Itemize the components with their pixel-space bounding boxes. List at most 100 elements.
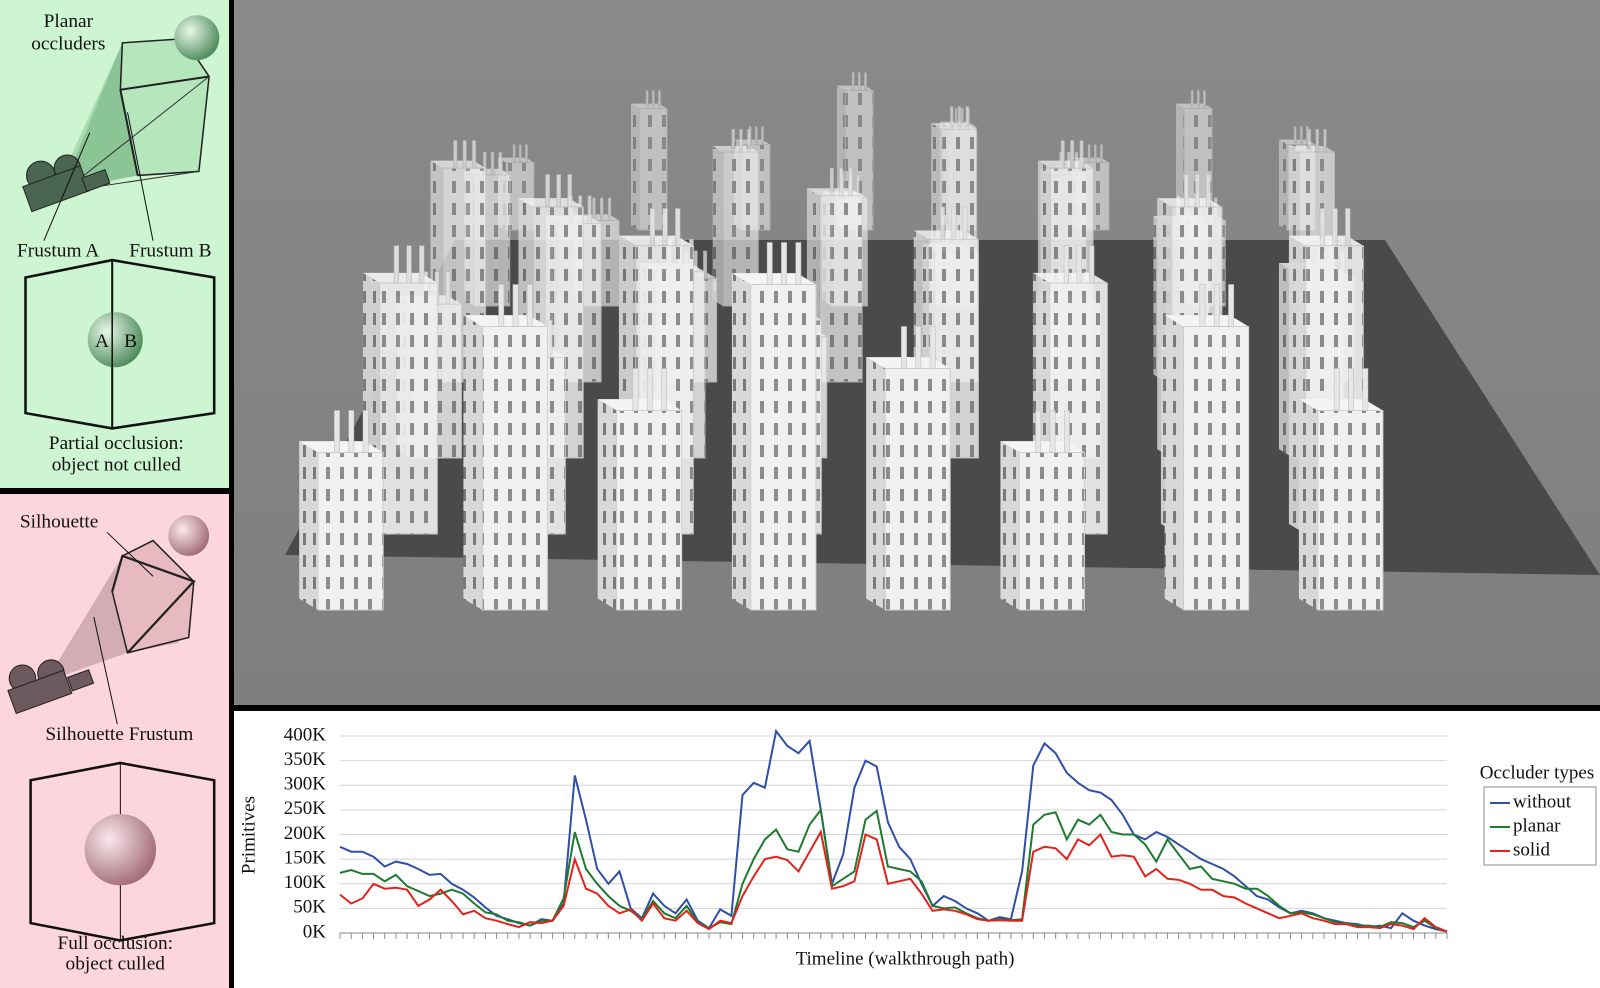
sphere-label: B bbox=[124, 331, 137, 352]
antenna bbox=[761, 126, 764, 145]
antenna bbox=[1076, 245, 1082, 284]
legend-label: without bbox=[1513, 791, 1572, 812]
building-top bbox=[1000, 441, 1085, 453]
antenna bbox=[362, 410, 369, 453]
y-tick-label: 0K bbox=[303, 921, 327, 942]
building-top bbox=[463, 315, 548, 327]
chart-bg bbox=[234, 711, 1600, 988]
callout: Silhouette bbox=[20, 512, 99, 533]
building-top bbox=[518, 198, 584, 207]
antenna bbox=[829, 167, 834, 196]
antenna bbox=[754, 126, 758, 145]
building-top bbox=[597, 399, 682, 411]
building-side bbox=[731, 273, 751, 610]
antenna bbox=[1093, 144, 1097, 163]
building-top bbox=[1298, 399, 1383, 411]
building-top bbox=[1032, 272, 1108, 283]
callout: Planar bbox=[44, 11, 94, 32]
antenna bbox=[1203, 90, 1206, 109]
antenna bbox=[857, 72, 861, 91]
antenna bbox=[472, 140, 477, 169]
antenna bbox=[957, 106, 962, 130]
antenna bbox=[962, 206, 968, 240]
antenna bbox=[512, 144, 516, 163]
antenna bbox=[1195, 174, 1200, 208]
building-top bbox=[1288, 145, 1335, 153]
antenna bbox=[781, 242, 787, 285]
antenna bbox=[1196, 90, 1200, 109]
antenna bbox=[512, 284, 519, 327]
building-top bbox=[618, 235, 694, 246]
silhouette-diagram: Silhouette Silhouette Frustum Full occlu… bbox=[7, 512, 216, 974]
building-top bbox=[731, 273, 816, 285]
y-tick-label: 50K bbox=[293, 897, 326, 918]
building bbox=[1298, 368, 1384, 611]
antenna bbox=[950, 106, 954, 130]
chart: Timeline (walkthrough path) Primitives 0… bbox=[234, 711, 1600, 988]
antenna bbox=[1089, 245, 1095, 284]
building bbox=[463, 284, 548, 611]
antenna bbox=[1228, 284, 1234, 327]
antenna bbox=[525, 144, 528, 163]
antenna bbox=[951, 206, 957, 240]
antenna bbox=[406, 245, 412, 284]
antenna bbox=[334, 410, 340, 453]
antenna bbox=[1063, 410, 1070, 453]
antenna bbox=[607, 197, 612, 221]
building-side bbox=[299, 441, 319, 610]
frustum-edge bbox=[62, 76, 210, 193]
antenna bbox=[1333, 368, 1340, 411]
antenna bbox=[600, 197, 604, 221]
antenna bbox=[901, 326, 907, 369]
antenna bbox=[587, 195, 592, 224]
antenna bbox=[490, 151, 495, 176]
building bbox=[806, 167, 863, 383]
antenna bbox=[545, 174, 550, 208]
antenna bbox=[646, 368, 653, 411]
building-top bbox=[430, 160, 486, 169]
antenna bbox=[632, 368, 639, 411]
building-top bbox=[866, 357, 951, 369]
antenna bbox=[1060, 140, 1065, 169]
antenna bbox=[940, 206, 946, 240]
building-side bbox=[630, 103, 640, 230]
antenna bbox=[1213, 284, 1220, 327]
antenna bbox=[1315, 129, 1319, 153]
antenna bbox=[1332, 208, 1338, 246]
building-side bbox=[712, 145, 723, 306]
sphere bbox=[87, 312, 143, 368]
building bbox=[1164, 284, 1250, 611]
legend-title: Occluder types bbox=[1480, 762, 1594, 783]
antenna bbox=[839, 167, 844, 196]
pointer bbox=[106, 532, 154, 577]
antenna bbox=[1299, 126, 1303, 145]
caption: Partial occlusion: bbox=[49, 433, 184, 454]
antenna bbox=[645, 90, 649, 109]
callout: Frustum B bbox=[129, 240, 211, 261]
silhouette-panel: Silhouette Silhouette Frustum Full occlu… bbox=[0, 494, 229, 988]
antenna bbox=[739, 129, 743, 153]
silhouette-edge bbox=[111, 554, 196, 654]
building-front bbox=[884, 368, 951, 611]
y-tick-label: 250K bbox=[284, 798, 327, 819]
antenna bbox=[848, 167, 853, 196]
y-tick-label: 300K bbox=[284, 774, 327, 795]
building bbox=[866, 326, 951, 611]
building-front bbox=[1317, 410, 1384, 611]
building-top bbox=[1175, 103, 1212, 109]
antenna bbox=[462, 140, 467, 169]
antenna bbox=[658, 90, 661, 109]
pointer bbox=[126, 112, 154, 241]
antenna bbox=[1345, 208, 1351, 246]
occluder-edge bbox=[119, 89, 139, 176]
building-top bbox=[362, 272, 438, 283]
building-front bbox=[379, 282, 438, 535]
antenna bbox=[766, 242, 773, 285]
antenna bbox=[1079, 140, 1084, 169]
building-front bbox=[481, 326, 548, 611]
pointer bbox=[93, 616, 118, 725]
building-top bbox=[913, 230, 979, 240]
building-side bbox=[866, 357, 886, 610]
caption: object culled bbox=[66, 953, 166, 974]
